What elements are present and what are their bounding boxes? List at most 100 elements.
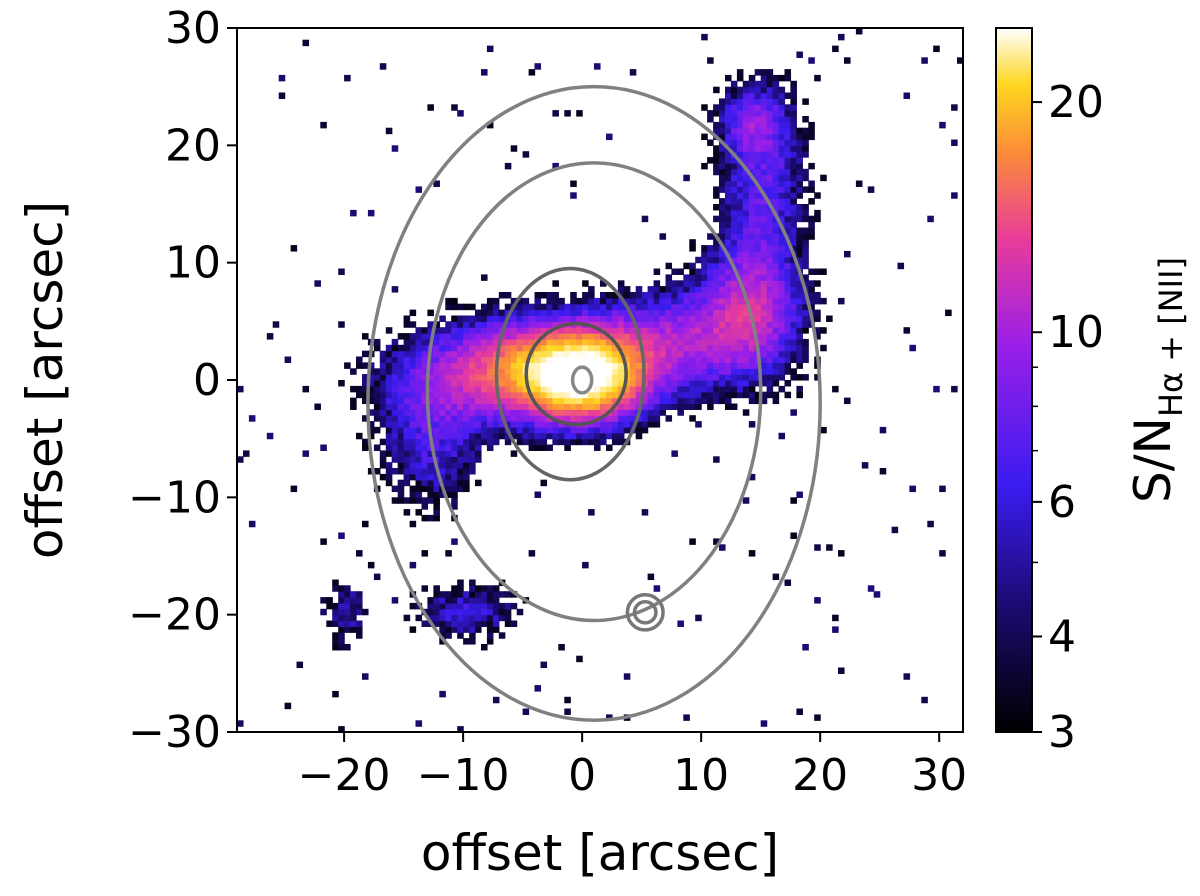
heatmap-pixel (790, 233, 797, 240)
heatmap-pixel (558, 297, 565, 305)
heatmap-pixel (546, 297, 553, 305)
heatmap-pixel (909, 485, 916, 493)
heatmap-pixel (623, 321, 631, 328)
heatmap-pixel (939, 485, 946, 493)
x-tick-label: −20 (298, 750, 391, 801)
y-tick-label: −10 (128, 472, 221, 523)
heatmap-pixel (457, 344, 464, 352)
heatmap-pixel (606, 444, 613, 451)
heatmap-pixel (516, 297, 524, 305)
heatmap-pixel (760, 69, 768, 76)
heatmap-pixel (457, 110, 464, 117)
heatmap-pixel (623, 327, 631, 334)
heatmap-pixel (451, 356, 458, 363)
heatmap-pixel (754, 209, 762, 217)
heatmap-pixel (338, 585, 345, 592)
heatmap-pixel (498, 426, 506, 434)
heatmap-pixel (766, 162, 774, 170)
heatmap-pixel (760, 221, 768, 229)
heatmap-pixel (635, 309, 643, 317)
heatmap-pixel (373, 409, 381, 416)
heatmap-pixel (951, 139, 958, 146)
heatmap-pixel (748, 162, 756, 170)
heatmap-pixel (725, 204, 732, 211)
contour-outer-isophote (366, 84, 822, 723)
heatmap-pixel (766, 157, 774, 164)
heatmap-pixel (576, 391, 583, 399)
heatmap-pixel (748, 250, 756, 258)
heatmap-pixel (653, 380, 661, 387)
y-tick-label: 0 (193, 355, 221, 406)
heatmap-pixel (415, 344, 423, 352)
heatmap-pixel (772, 162, 780, 170)
heatmap-pixel (278, 92, 286, 99)
heatmap-pixel (766, 69, 774, 76)
heatmap-pixel (582, 561, 589, 569)
heatmap-pixel (713, 356, 720, 363)
heatmap-pixel (873, 591, 881, 598)
heatmap-pixel (778, 233, 786, 240)
heatmap-pixel (689, 292, 696, 299)
heatmap-pixel (623, 421, 631, 428)
heatmap-pixel (707, 250, 714, 258)
heatmap-pixel (623, 338, 631, 346)
heatmap-pixel (546, 444, 553, 451)
heatmap-pixel (719, 250, 726, 258)
heatmap-pixel (725, 309, 732, 317)
heatmap-pixel (540, 338, 548, 346)
heatmap-pixel (486, 374, 494, 381)
heatmap-pixel (338, 626, 345, 633)
heatmap-pixel (766, 227, 774, 234)
heatmap-pixel (522, 415, 530, 422)
heatmap-pixel (778, 250, 786, 258)
heatmap-pixel (600, 292, 607, 299)
heatmap-pixel (528, 315, 536, 322)
heatmap-pixel (784, 110, 792, 117)
heatmap-pixel (552, 297, 559, 305)
heatmap-pixel (754, 186, 762, 193)
heatmap-pixel (707, 309, 714, 317)
heatmap-pixel (701, 362, 708, 369)
heatmap-pixel (719, 215, 726, 223)
heatmap-pixel (403, 362, 411, 369)
heatmap-pixel (338, 597, 345, 604)
heatmap-pixel (790, 139, 797, 146)
heatmap-pixel (528, 438, 536, 446)
heatmap-pixel (528, 415, 536, 422)
heatmap-pixel (719, 274, 726, 281)
heatmap-pixel (760, 280, 768, 287)
heatmap-pixel (409, 321, 417, 328)
heatmap-pixel (356, 362, 363, 369)
heatmap-pixel (778, 309, 786, 317)
heatmap-pixel (760, 162, 768, 170)
heatmap-pixel (469, 356, 476, 363)
heatmap-pixel (677, 368, 684, 375)
heatmap-pixel (719, 233, 726, 240)
heatmap-pixel (552, 397, 559, 405)
heatmap-pixel (475, 438, 482, 446)
heatmap-pixel (683, 303, 690, 311)
heatmap-pixel (606, 714, 613, 721)
heatmap-pixel (838, 297, 845, 305)
heatmap-pixel (457, 626, 464, 633)
heatmap-pixel (582, 391, 589, 399)
heatmap-pixel (730, 157, 738, 164)
heatmap-pixel (748, 368, 756, 375)
heatmap-pixel (320, 608, 327, 616)
heatmap-pixel (427, 473, 434, 481)
heatmap-pixel (439, 327, 446, 334)
heatmap-pixel (778, 151, 786, 158)
heatmap-pixel (492, 321, 500, 328)
heatmap-pixel (784, 180, 792, 187)
heatmap-pixel (778, 215, 786, 223)
heatmap-pixel (576, 397, 583, 405)
heatmap-pixel (415, 479, 423, 487)
heatmap-pixel (463, 415, 470, 422)
heatmap-pixel (760, 121, 768, 129)
heatmap-pixel (730, 204, 738, 211)
heatmap-pixel (540, 303, 548, 311)
heatmap-pixel (534, 685, 542, 692)
heatmap-pixel (772, 303, 780, 311)
heatmap-pixel (379, 415, 387, 422)
heatmap-pixel (772, 380, 780, 387)
